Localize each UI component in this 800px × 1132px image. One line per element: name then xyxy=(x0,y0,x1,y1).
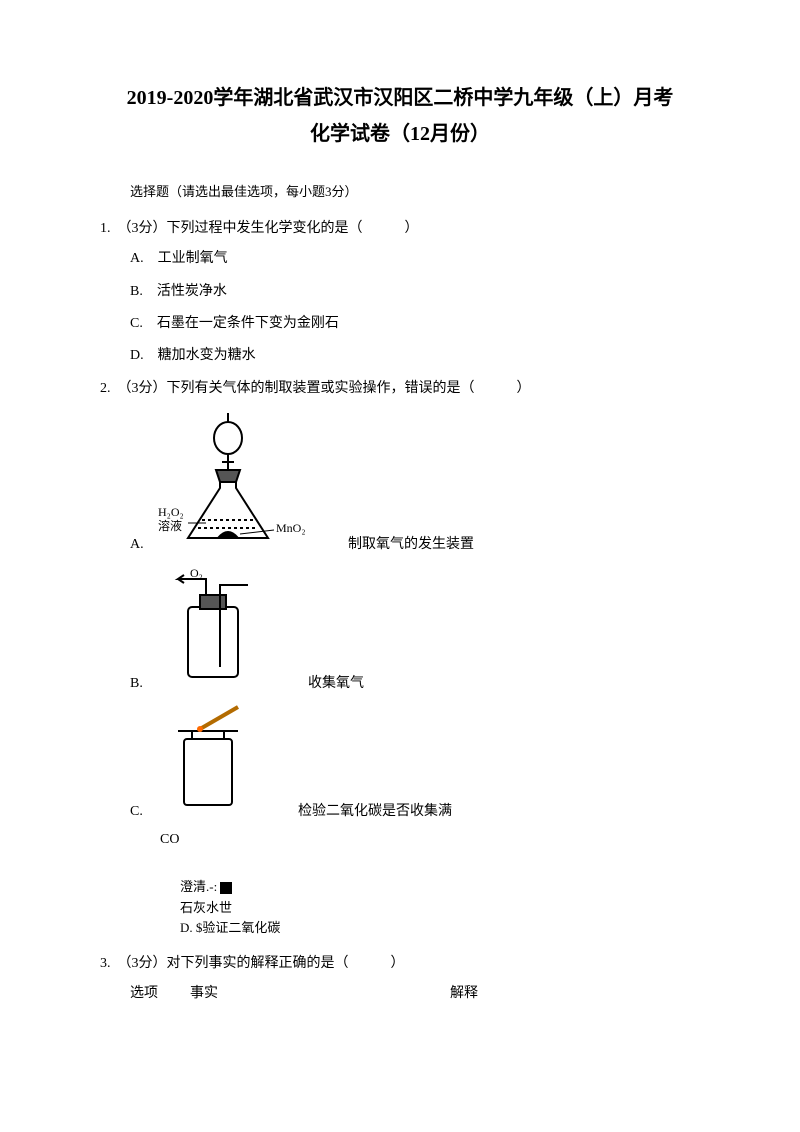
q2-b-label: B. xyxy=(130,673,148,695)
q2-c-co: CO xyxy=(160,829,700,851)
q1-opt-b: B. 活性炭净水 xyxy=(130,281,700,303)
h2o2-label: H₂O₂ xyxy=(158,505,184,519)
section-instruction: 选择题（请选出最佳选项，每小题3分） xyxy=(130,182,700,203)
solution-label: 溶液 xyxy=(158,518,182,533)
q2-c-figure xyxy=(158,705,258,823)
o2-label: O₂ xyxy=(190,567,203,580)
q1-opt-d: D. 糖加水变为糖水 xyxy=(130,345,700,367)
q2-d-label: D. $验证二氧化碳 xyxy=(180,918,700,939)
exam-title: 2019-2020学年湖北省武汉市汉阳区二桥中学九年级（上）月考 化学试卷（12… xyxy=(100,80,700,152)
q2-c-caption: 检验二氧化碳是否收集满 xyxy=(298,801,452,823)
q2-a-caption: 制取氧气的发生装置 xyxy=(348,534,474,556)
q3-stem: 3. （3分）对下列事实的解释正确的是（ ） xyxy=(100,953,700,975)
question-1: 1. （3分）下列过程中发生化学变化的是（ ） A. 工业制氧气 B. 活性炭净… xyxy=(100,218,700,368)
q3-h3: 解释 xyxy=(450,983,570,1005)
q3-header-row: 选项 事实 解释 xyxy=(130,983,700,1005)
question-2: 2. （3分）下列有关气体的制取装置或实验操作，错误的是（ ） A. xyxy=(100,378,700,939)
black-square-icon xyxy=(220,882,232,894)
q3-h2: 事实 xyxy=(190,983,450,1005)
question-3: 3. （3分）对下列事实的解释正确的是（ ） 选项 事实 解释 xyxy=(100,953,700,1006)
q1-opt-a: A. 工业制氧气 xyxy=(130,248,700,270)
q2-a-figure: H₂O₂ 溶液 MnO₂ xyxy=(158,408,338,556)
q2-opt-c: C. 检验二氧化碳是否收集满 xyxy=(130,705,700,852)
q2-d-limewater: 石灰水世 xyxy=(180,898,700,919)
q3-h1: 选项 xyxy=(130,983,190,1005)
q2-a-label: A. xyxy=(130,534,148,556)
q2-stem: 2. （3分）下列有关气体的制取装置或实验操作，错误的是（ ） xyxy=(100,378,700,400)
q1-opt-c: C. 石墨在一定条件下变为金刚石 xyxy=(130,313,700,335)
q2-opt-d: 澄清.-: 石灰水世 D. $验证二氧化碳 xyxy=(180,877,700,939)
q2-b-figure: O₂ xyxy=(158,567,268,695)
title-line-1: 2019-2020学年湖北省武汉市汉阳区二桥中学九年级（上）月考 xyxy=(100,80,700,116)
q1-stem: 1. （3分）下列过程中发生化学变化的是（ ） xyxy=(100,218,700,240)
q2-opt-b: B. O₂ xyxy=(130,567,700,695)
q2-d-clarify: 澄清.-: xyxy=(180,879,217,894)
q2-c-label: C. xyxy=(130,801,148,823)
mno2-label: MnO₂ xyxy=(276,521,306,535)
q2-b-caption: 收集氧气 xyxy=(308,673,364,695)
q2-opt-a: A. xyxy=(130,408,700,556)
title-line-2: 化学试卷（12月份） xyxy=(100,116,700,152)
